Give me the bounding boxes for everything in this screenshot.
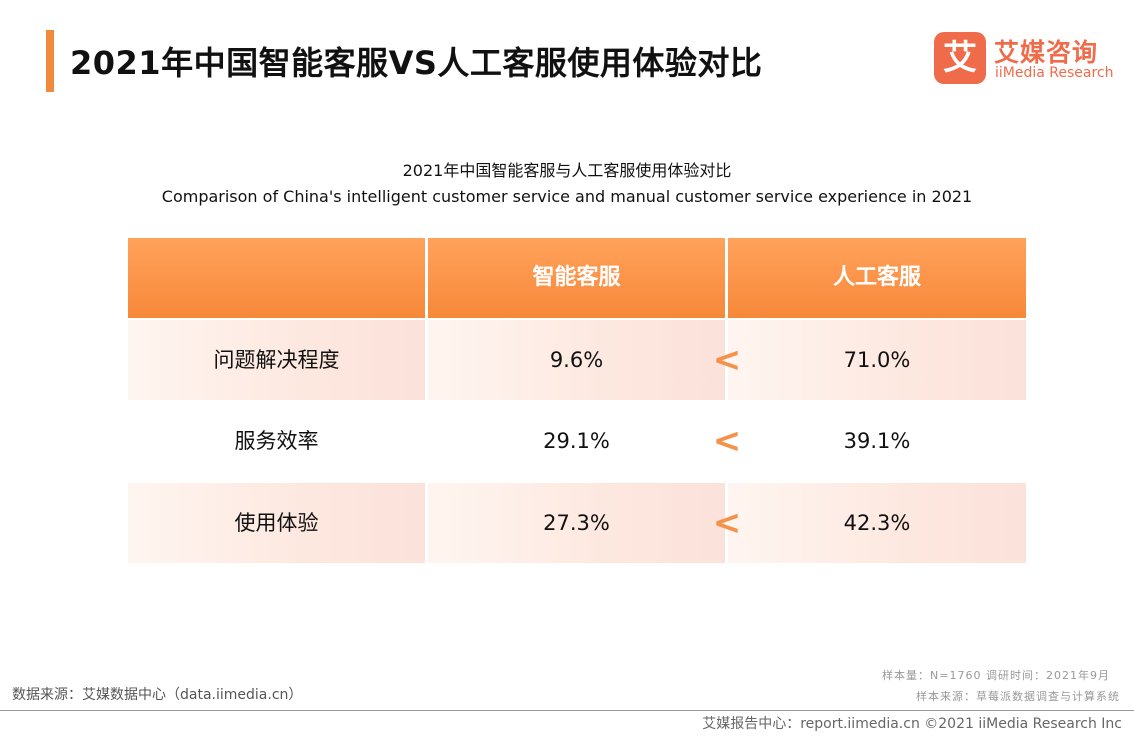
row-label: 问题解决程度 bbox=[128, 320, 425, 400]
row-label: 使用体验 bbox=[128, 483, 425, 563]
chart-subtitle: Comparison of China's intelligent custom… bbox=[161, 187, 973, 206]
logo-mark-icon: 艾 bbox=[934, 32, 986, 84]
logo-name-cn: 艾媒咨询 bbox=[994, 38, 1099, 67]
intelligent-value: 29.1% bbox=[428, 401, 725, 481]
header-cell-manual: 人工客服 bbox=[728, 238, 1026, 318]
table-row: 问题解决程度 9.6% 71.0% < bbox=[128, 320, 1026, 400]
page-title: 2021年中国智能客服VS人工客服使用体验对比 bbox=[70, 44, 763, 82]
brand-logo: 艾 艾媒咨询 iiMedia Research bbox=[934, 32, 1114, 84]
header-cell-intelligent: 智能客服 bbox=[428, 238, 725, 318]
header-cell-empty bbox=[128, 238, 425, 318]
less-than-icon: < bbox=[712, 421, 742, 461]
comparison-table: 智能客服 人工客服 问题解决程度 9.6% 71.0% < 服务效率 29.1%… bbox=[128, 238, 1026, 564]
less-than-icon: < bbox=[712, 340, 742, 380]
manual-value: 39.1% bbox=[728, 401, 1026, 481]
manual-value: 42.3% bbox=[728, 483, 1026, 563]
logo-name-en: iiMedia Research bbox=[995, 65, 1114, 81]
less-than-icon: < bbox=[712, 503, 742, 543]
row-label: 服务效率 bbox=[128, 401, 425, 481]
table-row: 使用体验 27.3% 42.3% < bbox=[128, 483, 1026, 563]
data-source: 数据来源：艾媒数据中心（data.iimedia.cn） bbox=[12, 687, 303, 703]
intelligent-value: 27.3% bbox=[428, 483, 725, 563]
footer-divider bbox=[0, 710, 1134, 711]
copyright: 艾媒报告中心：report.iimedia.cn ©2021 iiMedia R… bbox=[702, 716, 1122, 732]
sample-source: 样本来源：草莓派数据调查与计算系统 bbox=[916, 690, 1120, 703]
table-header: 智能客服 人工客服 bbox=[128, 238, 1026, 318]
manual-value: 71.0% bbox=[728, 320, 1026, 400]
sample-info: 样本量：N=1760 调研时间：2021年9月 bbox=[882, 669, 1110, 682]
intelligent-value: 9.6% bbox=[428, 320, 725, 400]
chart-title: 2021年中国智能客服与人工客服使用体验对比 bbox=[402, 161, 732, 180]
title-accent-bar bbox=[46, 30, 54, 92]
table-row: 服务效率 29.1% 39.1% < bbox=[128, 401, 1026, 481]
